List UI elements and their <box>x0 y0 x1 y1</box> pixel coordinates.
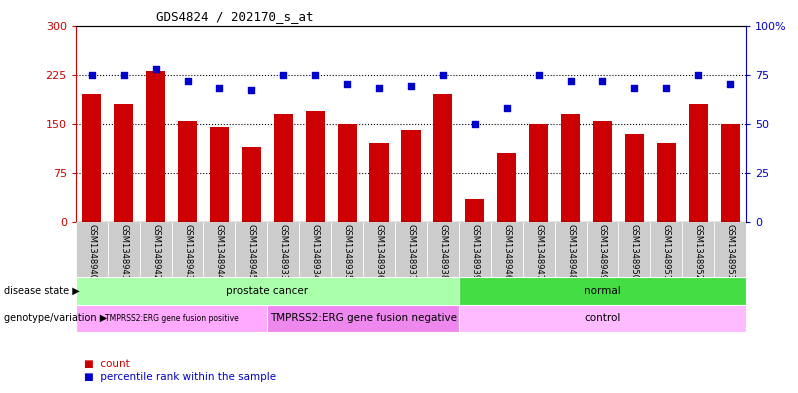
Text: normal: normal <box>584 286 621 296</box>
Bar <box>721 124 740 222</box>
Bar <box>714 222 746 301</box>
Text: disease state ▶: disease state ▶ <box>4 286 80 296</box>
Text: GSM1348946: GSM1348946 <box>502 224 512 280</box>
Bar <box>459 277 746 305</box>
Bar <box>395 222 427 301</box>
Text: GSM1348947: GSM1348947 <box>534 224 543 280</box>
Bar <box>203 222 235 301</box>
Bar <box>242 147 261 222</box>
Bar <box>299 222 331 301</box>
Bar <box>587 222 618 301</box>
Bar <box>114 104 133 222</box>
Point <box>277 72 290 78</box>
Point <box>149 66 162 72</box>
Text: GSM1348935: GSM1348935 <box>342 224 352 280</box>
Text: GSM1348937: GSM1348937 <box>406 224 416 280</box>
Point <box>181 77 194 84</box>
Bar <box>465 199 484 222</box>
Point <box>373 85 385 92</box>
Bar <box>76 222 108 301</box>
Text: ■  percentile rank within the sample: ■ percentile rank within the sample <box>84 372 276 382</box>
Point <box>341 81 354 88</box>
Bar <box>618 222 650 301</box>
Bar <box>459 222 491 301</box>
Bar <box>82 94 101 222</box>
Bar <box>274 114 293 222</box>
Bar <box>178 121 197 222</box>
Point <box>245 87 258 94</box>
Point <box>85 72 98 78</box>
Text: GSM1348950: GSM1348950 <box>630 224 639 279</box>
Text: ■  count: ■ count <box>84 358 129 369</box>
Bar <box>146 72 165 222</box>
Bar <box>338 124 357 222</box>
Bar <box>331 222 363 301</box>
Bar <box>235 222 267 301</box>
Text: GSM1348942: GSM1348942 <box>151 224 160 279</box>
Point <box>564 77 577 84</box>
Bar <box>491 222 523 301</box>
Bar <box>433 94 452 222</box>
Text: GSM1348948: GSM1348948 <box>566 224 575 280</box>
Bar <box>657 143 676 222</box>
Bar <box>555 222 587 301</box>
Text: GSM1348938: GSM1348938 <box>438 224 448 280</box>
Text: control: control <box>584 313 621 323</box>
Bar <box>76 305 267 332</box>
Bar <box>108 222 140 301</box>
Text: TMPRSS2:ERG gene fusion positive: TMPRSS2:ERG gene fusion positive <box>105 314 239 323</box>
Text: prostate cancer: prostate cancer <box>227 286 308 296</box>
Point <box>628 85 641 92</box>
Bar <box>140 222 172 301</box>
Text: GSM1348949: GSM1348949 <box>598 224 607 279</box>
Point <box>724 81 737 88</box>
Point <box>437 72 449 78</box>
Point <box>468 121 481 127</box>
Text: GSM1348951: GSM1348951 <box>662 224 671 279</box>
Point <box>660 85 673 92</box>
Bar <box>625 134 644 222</box>
Text: GSM1348952: GSM1348952 <box>693 224 703 279</box>
Text: GSM1348933: GSM1348933 <box>279 224 288 280</box>
Point <box>596 77 609 84</box>
Bar <box>172 222 203 301</box>
Bar <box>267 305 459 332</box>
Bar <box>210 127 229 222</box>
Text: GSM1348934: GSM1348934 <box>310 224 320 280</box>
Bar <box>682 222 714 301</box>
Point <box>213 85 226 92</box>
Bar <box>401 130 421 222</box>
Bar <box>306 111 325 222</box>
Text: GSM1348941: GSM1348941 <box>119 224 128 279</box>
Text: genotype/variation ▶: genotype/variation ▶ <box>4 313 107 323</box>
Text: GSM1348940: GSM1348940 <box>87 224 97 279</box>
Bar <box>427 222 459 301</box>
Text: GSM1348944: GSM1348944 <box>215 224 224 279</box>
Bar <box>267 222 299 301</box>
Text: GSM1348945: GSM1348945 <box>247 224 256 279</box>
Text: GSM1348943: GSM1348943 <box>183 224 192 280</box>
Bar <box>76 277 459 305</box>
Point <box>405 83 417 90</box>
Point <box>117 72 130 78</box>
Bar <box>593 121 612 222</box>
Point <box>532 72 545 78</box>
Bar <box>459 305 746 332</box>
Text: TMPRSS2:ERG gene fusion negative: TMPRSS2:ERG gene fusion negative <box>270 313 456 323</box>
Bar <box>650 222 682 301</box>
Point <box>692 72 705 78</box>
Bar <box>523 222 555 301</box>
Bar <box>497 153 516 222</box>
Bar <box>363 222 395 301</box>
Text: GSM1348953: GSM1348953 <box>725 224 735 280</box>
Text: GSM1348939: GSM1348939 <box>470 224 480 280</box>
Bar <box>369 143 389 222</box>
Point <box>500 105 513 111</box>
Text: GDS4824 / 202170_s_at: GDS4824 / 202170_s_at <box>156 10 314 23</box>
Bar <box>529 124 548 222</box>
Text: GSM1348936: GSM1348936 <box>374 224 384 280</box>
Bar <box>689 104 708 222</box>
Point <box>309 72 322 78</box>
Bar <box>561 114 580 222</box>
